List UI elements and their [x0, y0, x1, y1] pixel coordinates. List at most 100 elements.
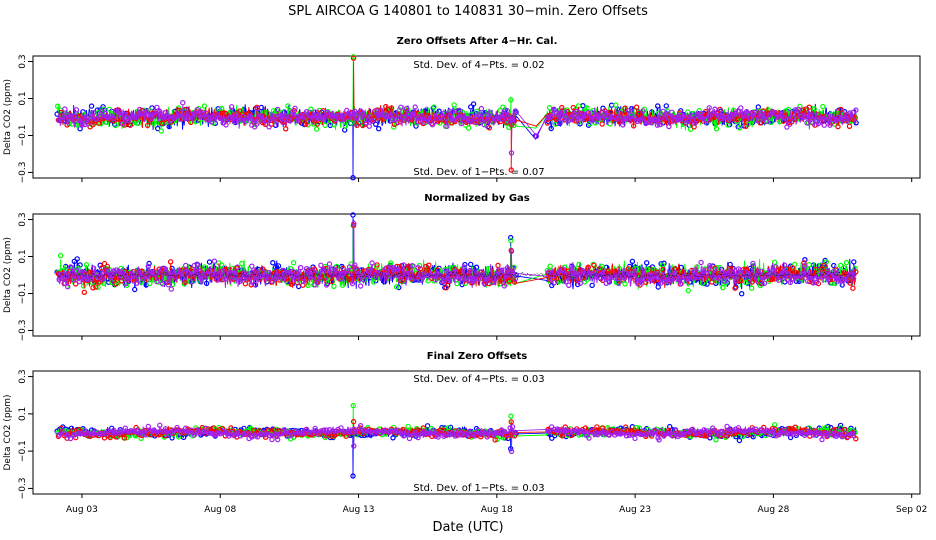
data-point — [736, 437, 743, 444]
data-point — [819, 436, 825, 443]
data-point — [370, 279, 377, 285]
data-point — [398, 275, 404, 281]
data-point — [841, 115, 848, 122]
data-point — [70, 432, 77, 438]
data-point — [363, 120, 369, 126]
data-point — [804, 428, 811, 434]
data-point — [634, 118, 641, 125]
data-point — [113, 281, 119, 287]
data-point — [603, 280, 609, 286]
data-point — [715, 431, 722, 437]
data-point — [270, 260, 276, 266]
data-point — [478, 430, 485, 437]
data-point — [406, 263, 412, 269]
data-point — [201, 103, 208, 109]
data-point — [70, 113, 77, 119]
data-point — [447, 276, 453, 283]
data-point — [142, 432, 149, 438]
data-point — [62, 280, 68, 286]
normalized-line — [56, 270, 856, 281]
data-point — [475, 119, 481, 125]
data-point — [128, 428, 134, 434]
data-point — [96, 431, 103, 437]
data-point — [773, 264, 779, 270]
data-point — [269, 436, 275, 443]
data-point — [125, 277, 131, 284]
data-point — [629, 273, 635, 279]
data-point — [743, 108, 750, 115]
data-point — [447, 424, 454, 430]
data-point — [122, 425, 129, 431]
data-point — [79, 122, 85, 128]
data-point — [286, 117, 292, 124]
data-point — [93, 284, 99, 290]
data-point — [395, 427, 401, 433]
data-point — [557, 428, 563, 434]
data-point — [770, 267, 776, 273]
data-point — [375, 112, 381, 119]
data-point — [614, 428, 620, 434]
data-point — [303, 108, 310, 115]
main-title: SPL AIRCOA G 140801 to 140831 30−min. Ze… — [288, 4, 648, 19]
data-point — [758, 268, 765, 275]
data-point — [475, 427, 482, 434]
data-point — [631, 123, 637, 129]
data-point — [269, 115, 275, 121]
data-point — [498, 116, 505, 122]
data-point — [695, 274, 702, 281]
data-point — [612, 432, 618, 438]
data-point — [806, 104, 812, 110]
x-tick-label: Aug 08 — [204, 505, 236, 515]
data-point — [467, 118, 473, 125]
data-point — [346, 264, 353, 270]
data-point — [415, 265, 421, 271]
data-point — [56, 276, 62, 283]
plot-frame — [32, 55, 921, 179]
data-point — [125, 429, 131, 435]
data-point — [620, 428, 627, 434]
data-point — [761, 115, 767, 122]
data-point — [116, 429, 123, 435]
data-point — [326, 261, 333, 267]
data-point — [312, 109, 318, 115]
data-point — [645, 266, 651, 272]
data-point — [544, 120, 551, 126]
y-axis-label: Delta CO2 (ppm) — [3, 237, 13, 313]
data-point — [111, 427, 117, 433]
data-point — [208, 119, 215, 125]
data-point — [669, 433, 676, 439]
data-point — [76, 430, 83, 437]
data-point — [669, 109, 675, 116]
data-point — [613, 102, 619, 108]
data-point — [553, 275, 560, 282]
data-point — [594, 424, 600, 430]
data-point — [749, 109, 756, 116]
data-point — [338, 117, 344, 123]
data-point — [435, 434, 441, 440]
data-point — [692, 120, 698, 126]
data-point — [781, 115, 787, 121]
data-point — [840, 264, 847, 271]
data-point — [703, 117, 710, 123]
data-point — [747, 427, 753, 433]
data-point — [444, 123, 450, 130]
data-point — [633, 104, 640, 110]
data-point — [743, 279, 749, 286]
data-point — [275, 436, 281, 443]
data-point — [508, 97, 514, 103]
data-point — [154, 429, 160, 435]
data-point — [658, 427, 664, 434]
data-point — [239, 260, 245, 267]
data-point — [776, 277, 782, 283]
data-point — [495, 115, 502, 121]
data-point — [723, 114, 730, 121]
data-point — [383, 103, 389, 110]
data-point — [380, 428, 387, 434]
data-point — [592, 431, 598, 437]
data-point — [397, 277, 403, 283]
data-point — [724, 274, 730, 280]
data-point — [174, 113, 180, 119]
data-point — [376, 125, 382, 132]
data-point — [72, 281, 79, 287]
data-point — [632, 268, 638, 275]
